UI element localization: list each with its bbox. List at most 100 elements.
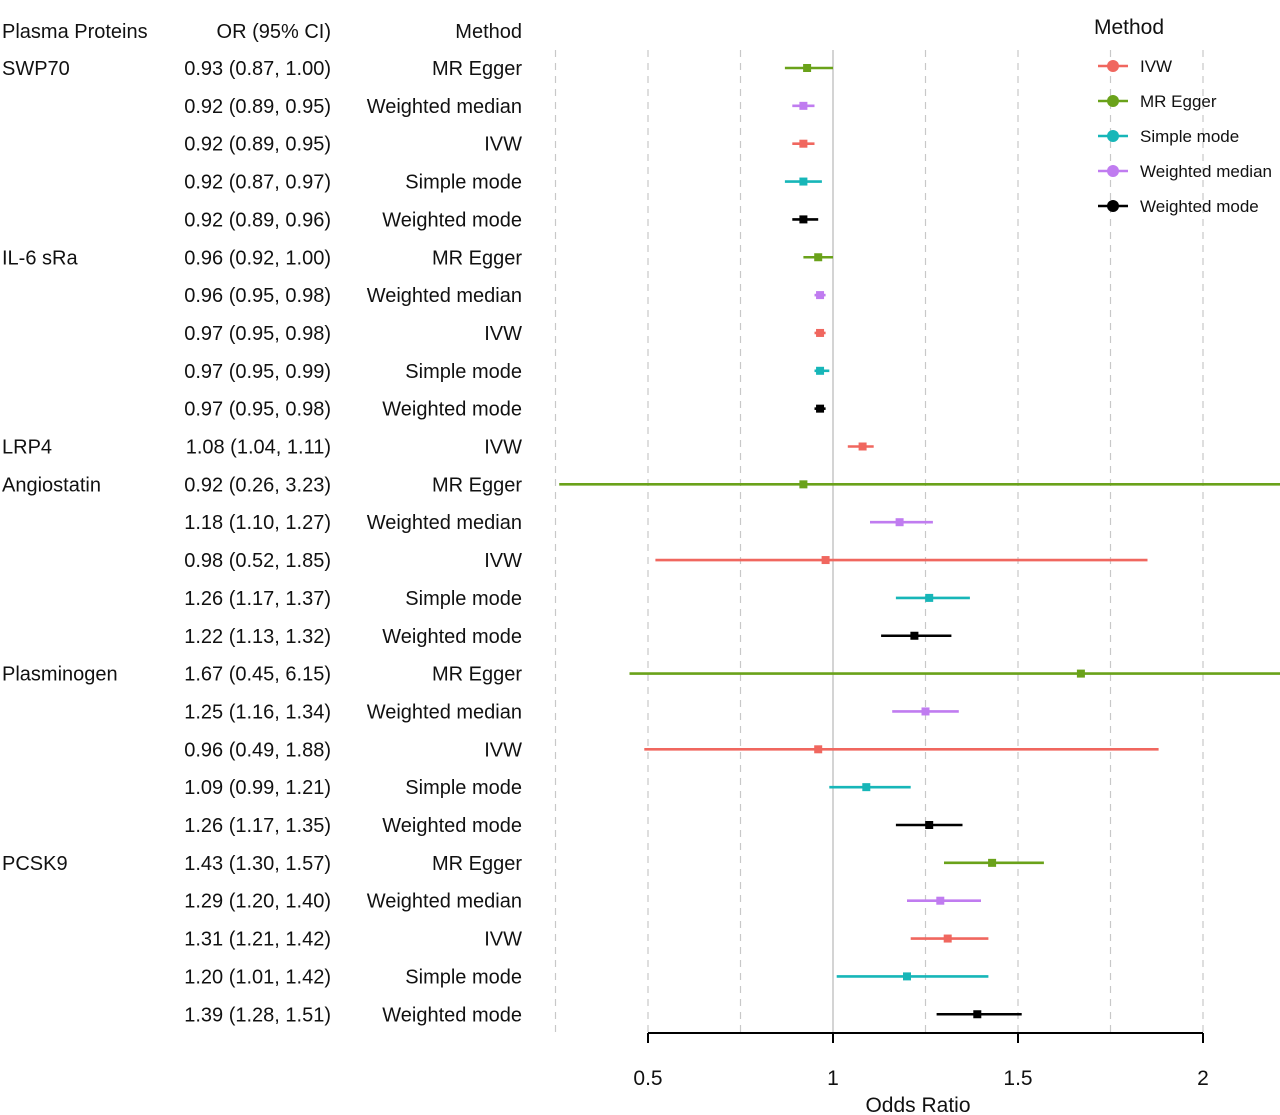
legend-key-dot [1107,165,1119,177]
legend-key-dot [1107,95,1119,107]
or-ci-label: 1.39 (1.28, 1.51) [184,1004,331,1026]
point-estimate [936,896,945,905]
or-ci-label: 1.29 (1.20, 1.40) [184,891,331,913]
point-estimate [943,934,952,943]
legend: Method IVW MR Egger Simple mode Weighted me… [1094,16,1272,216]
method-label: Weighted mode [382,815,522,837]
or-ci-label: 0.92 (0.87, 0.97) [184,172,331,194]
point-estimate [910,631,919,640]
method-label: Simple mode [405,361,522,383]
method-label: MR Egger [432,664,522,686]
point-estimate [862,783,871,792]
legend-title: Method [1094,16,1164,39]
protein-label: PCSK9 [2,853,68,875]
method-label: Weighted mode [382,626,522,648]
or-ci-label: 1.18 (1.10, 1.27) [184,512,331,534]
point-estimate [799,480,808,489]
protein-label: Plasminogen [2,664,118,686]
method-label: IVW [484,323,522,345]
point-estimate [988,858,997,867]
legend-key-dot [1107,60,1119,72]
or-ci-label: 0.96 (0.92, 1.00) [184,247,331,269]
method-label: MR Egger [432,247,522,269]
or-ci-label: 1.22 (1.13, 1.32) [184,626,331,648]
point-estimate [799,139,808,148]
or-ci-label: 0.92 (0.89, 0.96) [184,209,331,231]
x-tick-label: 1 [827,1067,839,1090]
gridlines [554,50,1204,1033]
forest-marks [559,64,1280,1019]
header-method: Method [455,21,522,43]
protein-label: LRP4 [2,437,52,459]
method-label: Simple mode [405,777,522,799]
table-rows: SWP70 0.93 (0.87, 1.00) MR Egger 0.92 (0.89… [2,58,522,1026]
legend-label: Simple mode [1140,127,1239,146]
method-label: Simple mode [405,966,522,988]
or-ci-label: 1.25 (1.16, 1.34) [184,701,331,723]
or-ci-label: 0.92 (0.89, 0.95) [184,134,331,156]
point-estimate [799,177,808,186]
method-label: IVW [484,437,522,459]
or-ci-label: 0.93 (0.87, 1.00) [184,58,331,80]
point-estimate [858,442,867,451]
legend-label: MR Egger [1140,92,1217,111]
point-estimate [799,101,808,110]
method-label: Simple mode [405,172,522,194]
method-label: Weighted median [367,701,522,723]
header-or-ci: OR (95% CI) [217,21,331,43]
method-label: Simple mode [405,588,522,610]
legend-label: IVW [1140,57,1172,76]
or-ci-label: 1.43 (1.30, 1.57) [184,853,331,875]
or-ci-label: 0.92 (0.26, 3.23) [184,474,331,496]
table-headers: Plasma Proteins OR (95% CI) Method [2,21,522,43]
or-ci-label: 0.96 (0.95, 0.98) [184,285,331,307]
method-label: MR Egger [432,474,522,496]
or-ci-label: 1.67 (0.45, 6.15) [184,664,331,686]
x-axis-title: Odds Ratio [865,1094,970,1115]
legend-label: Weighted mode [1140,197,1259,216]
or-ci-label: 0.98 (0.52, 1.85) [184,550,331,572]
method-label: IVW [484,929,522,951]
method-label: IVW [484,134,522,156]
or-ci-label: 1.20 (1.01, 1.42) [184,966,331,988]
method-label: IVW [484,550,522,572]
point-estimate [895,518,904,527]
point-estimate [814,745,823,754]
or-ci-label: 1.31 (1.21, 1.42) [184,929,331,951]
method-label: Weighted mode [382,1004,522,1026]
method-label: Weighted median [367,96,522,118]
protein-label: IL-6 sRa [2,247,78,269]
point-estimate [821,556,830,565]
point-estimate [816,291,825,300]
point-estimate [925,821,934,829]
or-ci-label: 0.97 (0.95, 0.99) [184,361,331,383]
x-tick-label: 0.5 [633,1067,662,1090]
or-ci-label: 1.26 (1.17, 1.35) [184,815,331,837]
point-estimate [925,593,934,602]
header-plasma-proteins: Plasma Proteins [2,21,148,43]
legend-key-dot [1107,200,1119,212]
or-ci-label: 1.08 (1.04, 1.11) [186,437,331,459]
or-ci-label: 0.96 (0.49, 1.88) [184,739,331,761]
or-ci-label: 0.97 (0.95, 0.98) [184,399,331,421]
or-ci-label: 0.97 (0.95, 0.98) [184,323,331,345]
method-label: Weighted median [367,891,522,913]
x-axis: Odds Ratio 0.5 1 1.5 2 [633,1032,1209,1115]
point-estimate [816,404,825,413]
method-label: MR Egger [432,58,522,80]
point-estimate [903,972,911,981]
protein-label: Angiostatin [2,474,101,496]
point-estimate [1076,669,1085,678]
point-estimate [803,64,812,72]
point-estimate [973,1010,982,1019]
protein-label: SWP70 [2,58,70,80]
x-tick-label: 2 [1197,1067,1209,1090]
method-label: Weighted median [367,285,522,307]
method-label: MR Egger [432,853,522,875]
method-label: Weighted mode [382,209,522,231]
point-estimate [816,366,825,375]
method-label: Weighted mode [382,399,522,421]
point-estimate [816,328,825,337]
legend-key-dot [1107,130,1119,142]
